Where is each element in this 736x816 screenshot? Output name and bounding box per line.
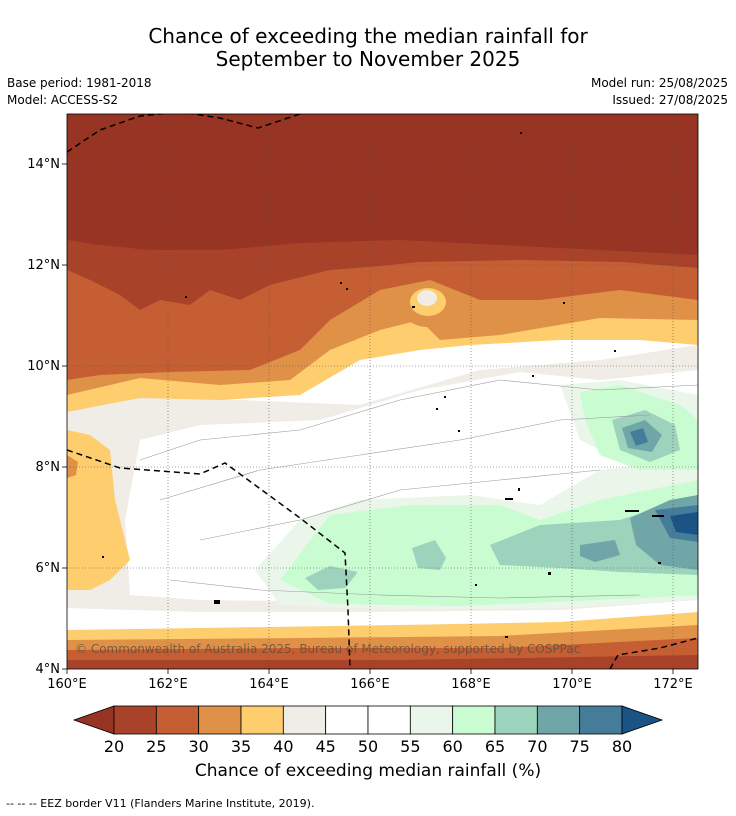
map-field	[67, 114, 698, 669]
map-gridlines	[67, 114, 698, 669]
eez-legend-text: -- -- -- EEZ border V11 (Flanders Marine…	[6, 797, 315, 810]
colorbar-tick-label: 40	[273, 737, 294, 756]
lon-label: 160°E	[47, 677, 87, 692]
colorbar-segment	[325, 705, 369, 735]
colorbar-segment	[282, 705, 327, 735]
colorbar-segment	[494, 705, 538, 735]
colorbar-segment	[240, 705, 284, 735]
lon-label: 166°E	[350, 677, 390, 692]
model-run: Model run: 25/08/2025	[590, 76, 728, 90]
colorbar-tick-label: 30	[188, 737, 209, 756]
colorbar-low-arrow	[72, 705, 115, 735]
lon-label: 168°E	[451, 677, 491, 692]
lon-label: 172°E	[653, 677, 693, 692]
colorbar-segment	[536, 705, 581, 735]
colorbar	[72, 705, 664, 735]
lon-label: 162°E	[148, 677, 188, 692]
colorbar-tick-label: 70	[527, 737, 548, 756]
lat-label: 4°N	[36, 662, 61, 677]
issued-date: Issued: 27/08/2025	[612, 93, 728, 107]
colorbar-tick-label: 25	[146, 737, 167, 756]
lat-label: 6°N	[36, 561, 61, 576]
island-markers	[102, 132, 664, 638]
colorbar-tick-label: 50	[357, 737, 379, 756]
colorbar-segment	[113, 705, 157, 735]
colorbar-tick-label: 20	[103, 737, 125, 756]
lat-label: 8°N	[36, 460, 61, 475]
copyright-text: © Commonwealth of Australia 2025, Bureau…	[75, 642, 580, 656]
colorbar-tick-label: 60	[442, 737, 463, 756]
lat-label: 14°N	[27, 157, 60, 172]
colorbar-tick-label: 65	[484, 737, 506, 756]
colorbar-tick-label: 45	[315, 737, 336, 756]
lon-label: 170°E	[552, 677, 592, 692]
colorbar-segment	[198, 705, 242, 735]
map-title-line2: September to November 2025	[215, 47, 521, 71]
colorbar-segment	[579, 705, 623, 735]
map-frame	[66, 113, 699, 670]
colorbar-segment	[409, 705, 454, 735]
colorbar-segment	[367, 705, 411, 735]
model-name: Model: ACCESS-S2	[7, 93, 119, 107]
colorbar-segment	[452, 705, 496, 735]
colorbar-title: Chance of exceeding median rainfall (%)	[194, 761, 542, 781]
base-period: Base period: 1981-2018	[7, 76, 152, 90]
lat-label: 10°N	[27, 359, 60, 374]
eez-borders	[67, 114, 698, 669]
colorbar-tick-label: 55	[400, 737, 421, 756]
lat-label: 12°N	[27, 258, 60, 273]
map-title-line1: Chance of exceeding the median rainfall …	[148, 24, 588, 48]
colorbar-tick-label: 75	[569, 737, 590, 756]
colorbar-tick-label: 35	[230, 737, 252, 756]
colorbar-segment	[155, 705, 200, 735]
colorbar-high-arrow	[621, 705, 664, 735]
colorbar-tick-label: 80	[611, 737, 633, 756]
lon-label: 164°E	[249, 677, 289, 692]
